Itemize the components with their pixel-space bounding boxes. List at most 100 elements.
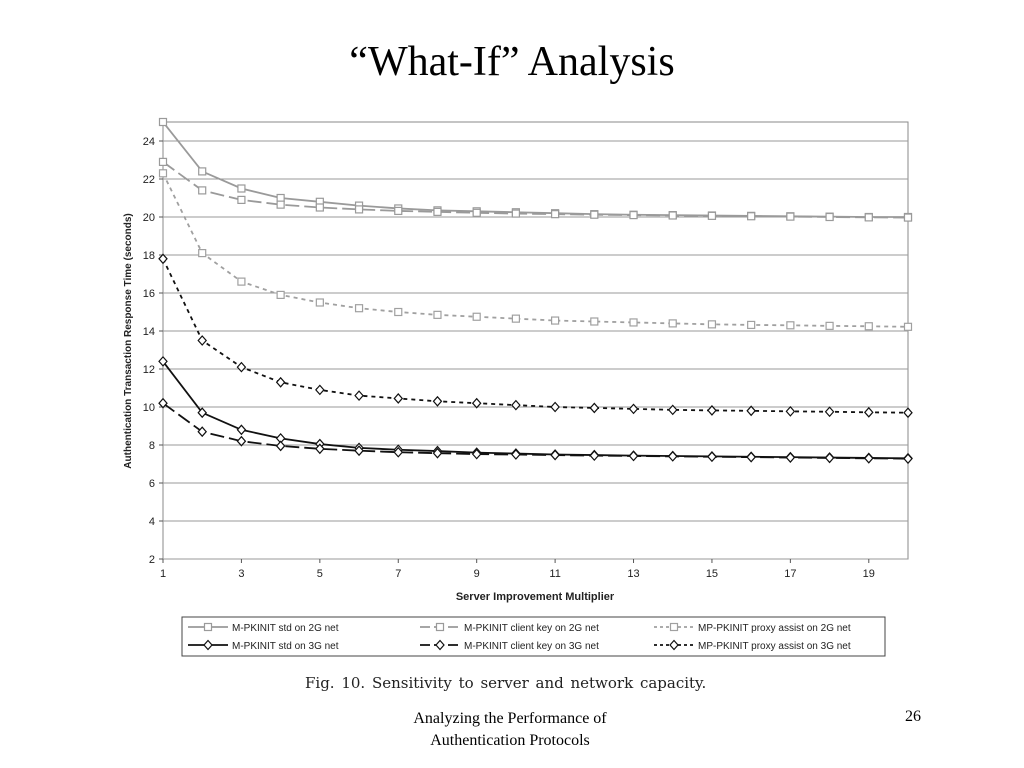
y-tick-label: 12 (143, 364, 155, 376)
data-point-s2 (747, 212, 756, 221)
data-point-s5 (393, 446, 404, 458)
x-tick-label: 19 (863, 568, 875, 580)
data-point-s6 (863, 406, 874, 418)
data-point-s3 (315, 298, 324, 307)
legend-label: MP-PKINIT proxy assist on 2G net (698, 623, 851, 634)
data-point-s3 (786, 321, 795, 330)
legend-box (181, 616, 886, 657)
footer-line-2: Authentication Protocols (430, 732, 590, 749)
data-point-s3 (590, 317, 599, 326)
series-lines (162, 121, 909, 460)
data-point-s1 (198, 167, 207, 176)
legend-label: MP-PKINIT proxy assist on 3G net (698, 641, 851, 652)
series-line-5 (162, 402, 909, 460)
x-tick-label: 7 (395, 568, 401, 580)
footer-line-1: Analyzing the Performance of (413, 710, 607, 727)
data-point-s2 (472, 208, 481, 217)
y-tick-label: 8 (149, 440, 155, 452)
data-point-s5 (315, 443, 325, 455)
data-point-s3 (158, 169, 168, 178)
data-point-s3 (511, 314, 520, 323)
y-tick-label: 16 (143, 288, 155, 300)
legend-label: M-PKINIT std on 3G net (232, 641, 339, 652)
x-tick-label: 17 (784, 568, 796, 580)
legend-label: M-PKINIT std on 2G net (232, 623, 339, 634)
data-point-s2 (903, 213, 913, 222)
data-point-s2 (668, 211, 677, 220)
data-point-s4 (158, 355, 168, 367)
data-point-s6 (275, 376, 286, 388)
data-point-s3 (551, 316, 560, 325)
legend-swatch-marker (203, 622, 213, 632)
data-point-s3 (472, 312, 481, 321)
legend-swatch-marker (203, 639, 213, 651)
y-tick-label: 14 (143, 326, 155, 338)
data-point-s3 (354, 304, 364, 313)
data-point-s3 (668, 319, 677, 328)
x-tick-label: 1 (160, 568, 166, 580)
slide-title: “What-If” Analysis (349, 39, 675, 85)
data-point-s2 (864, 213, 873, 222)
legend-swatch-marker (669, 639, 679, 651)
data-point-s5 (707, 451, 717, 463)
data-point-s6 (746, 405, 756, 417)
data-point-s2 (158, 157, 168, 166)
legend-label: M-PKINIT client key on 3G net (464, 641, 599, 652)
data-point-s5 (354, 445, 364, 457)
data-point-s5 (432, 447, 443, 459)
data-point-s6 (667, 404, 678, 416)
data-point-s1 (237, 184, 246, 193)
data-point-s6 (589, 402, 600, 414)
data-point-s3 (394, 307, 403, 317)
data-point-s5 (628, 450, 639, 462)
x-tick-label: 11 (549, 568, 560, 580)
data-point-s3 (825, 321, 834, 330)
data-point-s3 (237, 277, 246, 286)
data-point-s5 (275, 440, 286, 452)
data-point-s6 (824, 406, 835, 418)
data-point-s4 (236, 424, 247, 436)
data-point-s2 (354, 205, 364, 214)
data-point-s5 (863, 452, 874, 464)
data-point-s6 (628, 403, 639, 415)
x-tick-label: 9 (474, 568, 480, 580)
data-point-s6 (550, 401, 560, 413)
data-point-s2 (433, 207, 442, 216)
data-point-s2 (786, 212, 795, 221)
data-point-s5 (667, 450, 678, 462)
data-point-s5 (471, 448, 482, 460)
data-point-s2 (276, 200, 285, 209)
y-axis-label: Authentication Transaction Response Time… (123, 213, 134, 468)
x-tick-label: 3 (238, 568, 244, 580)
data-point-s2 (551, 210, 560, 219)
data-point-s5 (236, 435, 247, 447)
data-point-s5 (746, 451, 756, 463)
data-point-s3 (707, 320, 717, 329)
legend-label: M-PKINIT client key on 2G net (464, 623, 599, 634)
figure-caption: Fig. 10. Sensitivity to server and netwo… (305, 674, 707, 692)
slide-number: 26 (905, 708, 921, 725)
y-tick-label: 2 (149, 554, 155, 566)
data-point-s6 (354, 390, 364, 402)
data-point-s2 (511, 209, 520, 218)
data-point-s5 (550, 449, 560, 461)
data-point-s5 (197, 426, 208, 438)
data-point-s2 (707, 211, 717, 220)
y-tick-label: 10 (143, 402, 155, 414)
data-point-s2 (198, 186, 207, 195)
footer-text: Analyzing the Performance of Authenticat… (360, 708, 660, 752)
data-point-s3 (276, 290, 285, 299)
y-tick-label: 6 (149, 478, 155, 490)
data-point-s6 (432, 395, 443, 407)
data-point-s3 (864, 322, 873, 331)
series-line-2 (162, 161, 909, 219)
x-tick-label: 13 (627, 568, 639, 580)
data-point-s6 (393, 393, 404, 404)
data-point-s6 (903, 407, 913, 419)
data-point-s3 (629, 318, 638, 327)
data-point-s4 (197, 407, 208, 419)
data-point-s5 (158, 397, 168, 409)
y-tick-label: 18 (143, 250, 155, 262)
